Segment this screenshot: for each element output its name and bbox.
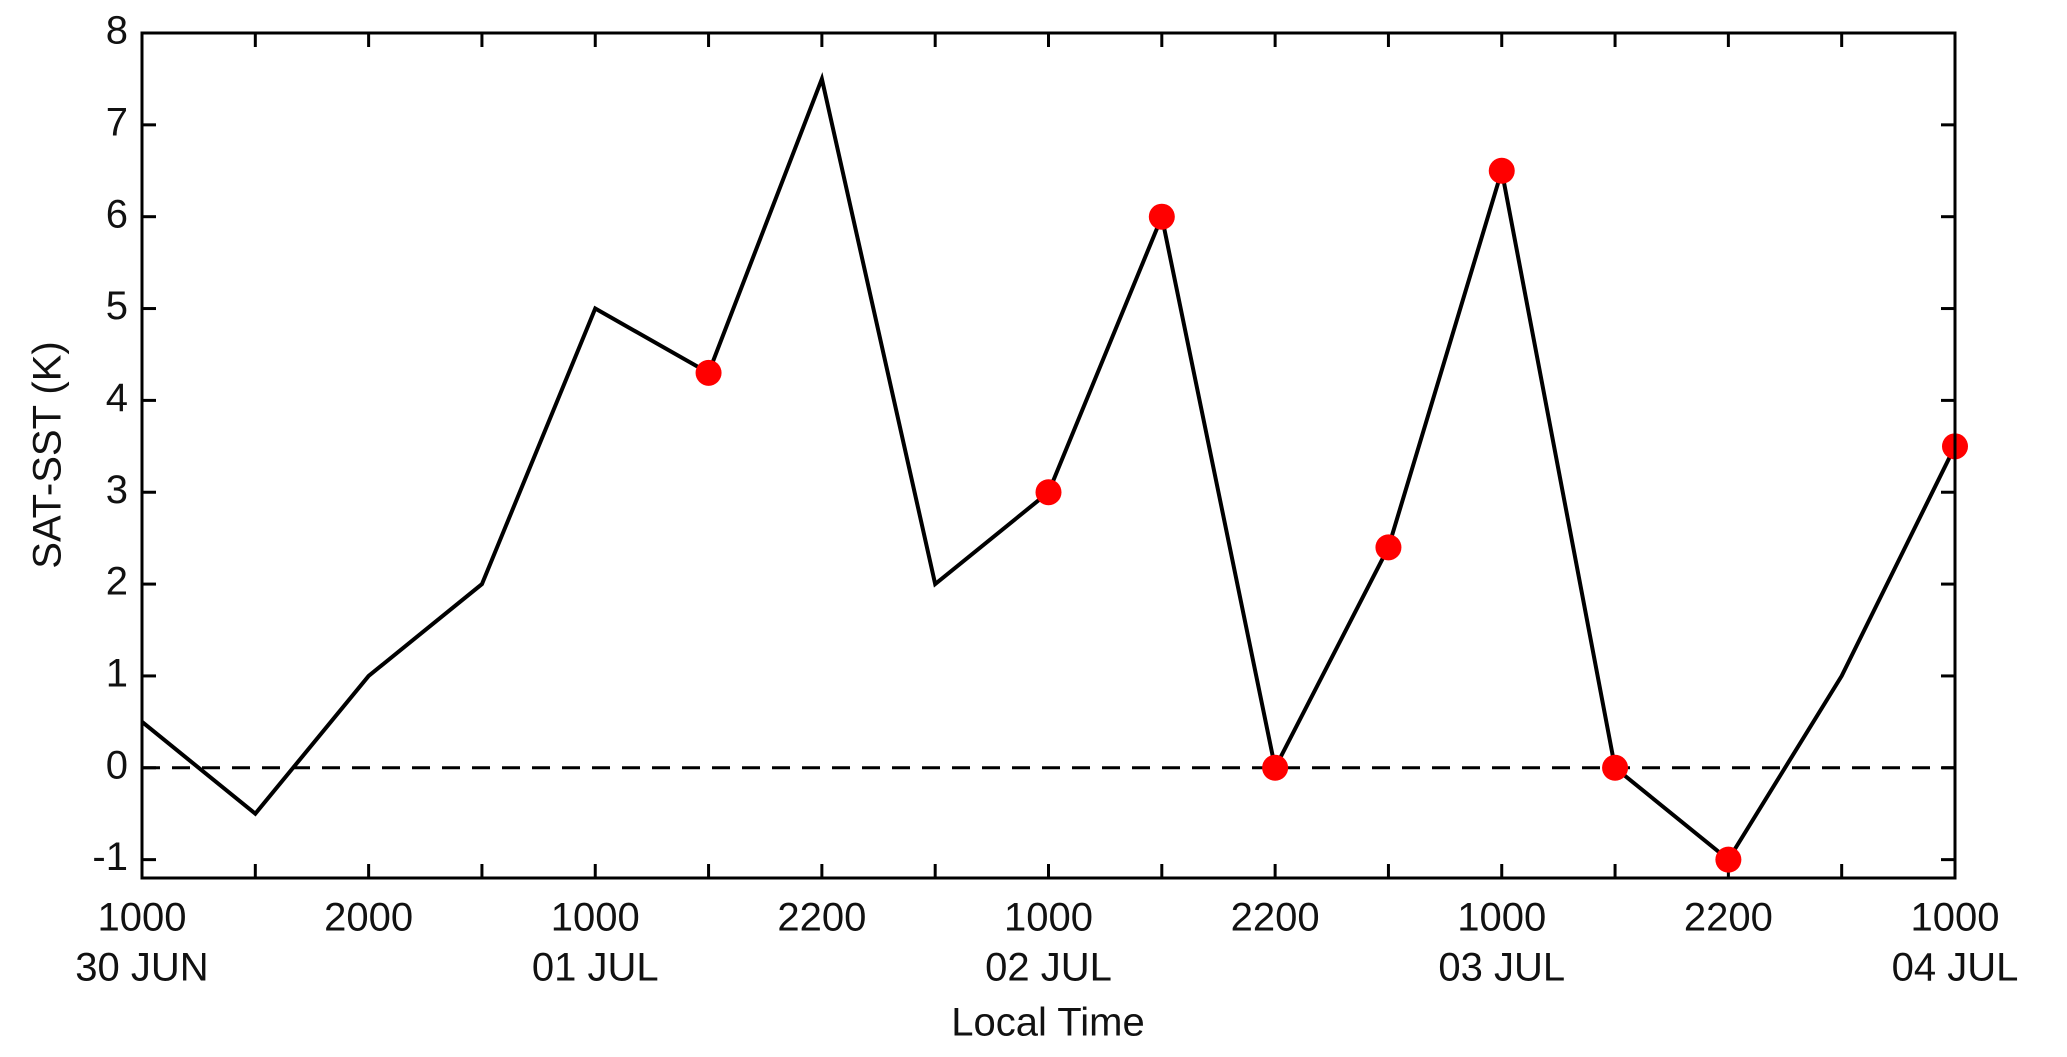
x-tick-label: 2200: [777, 896, 866, 940]
marker: [1375, 534, 1402, 561]
y-tick-label: 6: [106, 192, 128, 236]
marker: [695, 359, 722, 386]
y-tick-label: 0: [106, 743, 128, 787]
x-date-label: 01 JUL: [532, 946, 659, 990]
y-tick-label: -1: [92, 835, 128, 879]
marker: [1035, 479, 1062, 506]
y-tick-label: 5: [106, 284, 128, 328]
x-tick-label: 1000: [1457, 896, 1546, 940]
y-tick-label: 3: [106, 468, 128, 512]
y-tick-label: 7: [106, 100, 128, 144]
x-date-label: 03 JUL: [1438, 946, 1565, 990]
marker: [1488, 157, 1515, 184]
x-axis-label: Local Time: [951, 1001, 1144, 1045]
y-tick-label: 4: [106, 376, 128, 420]
y-tick-label: 8: [106, 9, 128, 53]
marker: [1262, 754, 1289, 781]
marker: [1715, 846, 1742, 873]
plot-frame: [140, 31, 1957, 880]
data-line: [140, 72, 1957, 863]
x-date-label: 30 JUN: [75, 946, 208, 990]
x-tick-label: 2000: [324, 896, 413, 940]
y-axis-label: SAT-SST (K): [26, 341, 70, 568]
marker: [1148, 203, 1175, 230]
x-tick-label: 1000: [98, 896, 187, 940]
x-tick-label: 1000: [551, 896, 640, 940]
y-tick-label: 2: [106, 560, 128, 604]
x-tick-label: 2200: [1684, 896, 1773, 940]
y-tick-label: 1: [106, 651, 128, 695]
x-tick-label: 1000: [1911, 896, 2000, 940]
x-date-label: 02 JUL: [985, 946, 1112, 990]
x-tick-label: 1000: [1004, 896, 1093, 940]
x-date-label: 04 JUL: [1892, 946, 2019, 990]
x-tick-label: 2200: [1231, 896, 1320, 940]
marker: [1602, 754, 1629, 781]
